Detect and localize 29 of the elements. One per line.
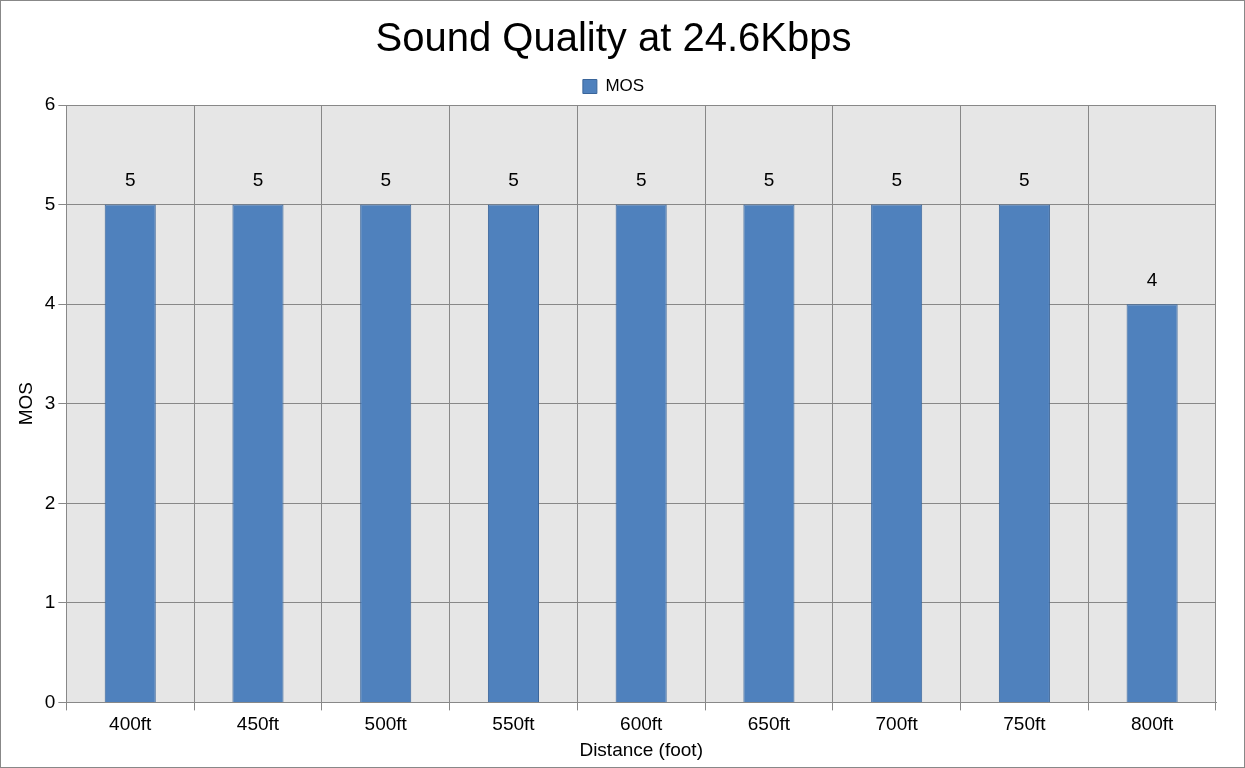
y-tick-label: 2	[44, 491, 56, 513]
data-label: 5	[635, 169, 647, 191]
data-label: 5	[891, 169, 902, 191]
x-tick-label: 450ft	[236, 713, 280, 735]
x-axis-title: Distance (foot)	[579, 738, 703, 760]
data-label: 5	[380, 169, 391, 191]
y-tick-label: 6	[44, 93, 56, 115]
data-label: 5	[252, 169, 264, 191]
y-tick-label: 4	[44, 292, 56, 314]
data-label: 4	[1146, 268, 1158, 290]
x-tick-label: 550ft	[492, 713, 536, 735]
x-tick-label: 750ft	[1003, 713, 1047, 735]
chart-title: Sound Quality at 24.6Kbps	[375, 15, 852, 60]
x-tick-label: 400ft	[109, 713, 153, 735]
y-tick-label: 3	[44, 391, 56, 413]
data-label: 5	[1019, 169, 1030, 191]
x-tick-label: 800ft	[1131, 713, 1174, 735]
x-tick-label: 500ft	[364, 713, 408, 735]
y-axis-title: MOS	[14, 382, 36, 426]
x-tick-label: 600ft	[620, 713, 664, 735]
legend-label: MOS	[605, 76, 645, 96]
x-tick-label: 700ft	[875, 713, 919, 735]
data-label: 5	[508, 169, 519, 191]
data-label: 5	[124, 169, 136, 191]
y-tick-label: 5	[44, 192, 56, 214]
x-tick-label: 650ft	[747, 713, 791, 735]
y-tick-label: 1	[44, 591, 56, 613]
data-label: 5	[763, 169, 775, 191]
y-tick-label: 0	[44, 690, 56, 712]
